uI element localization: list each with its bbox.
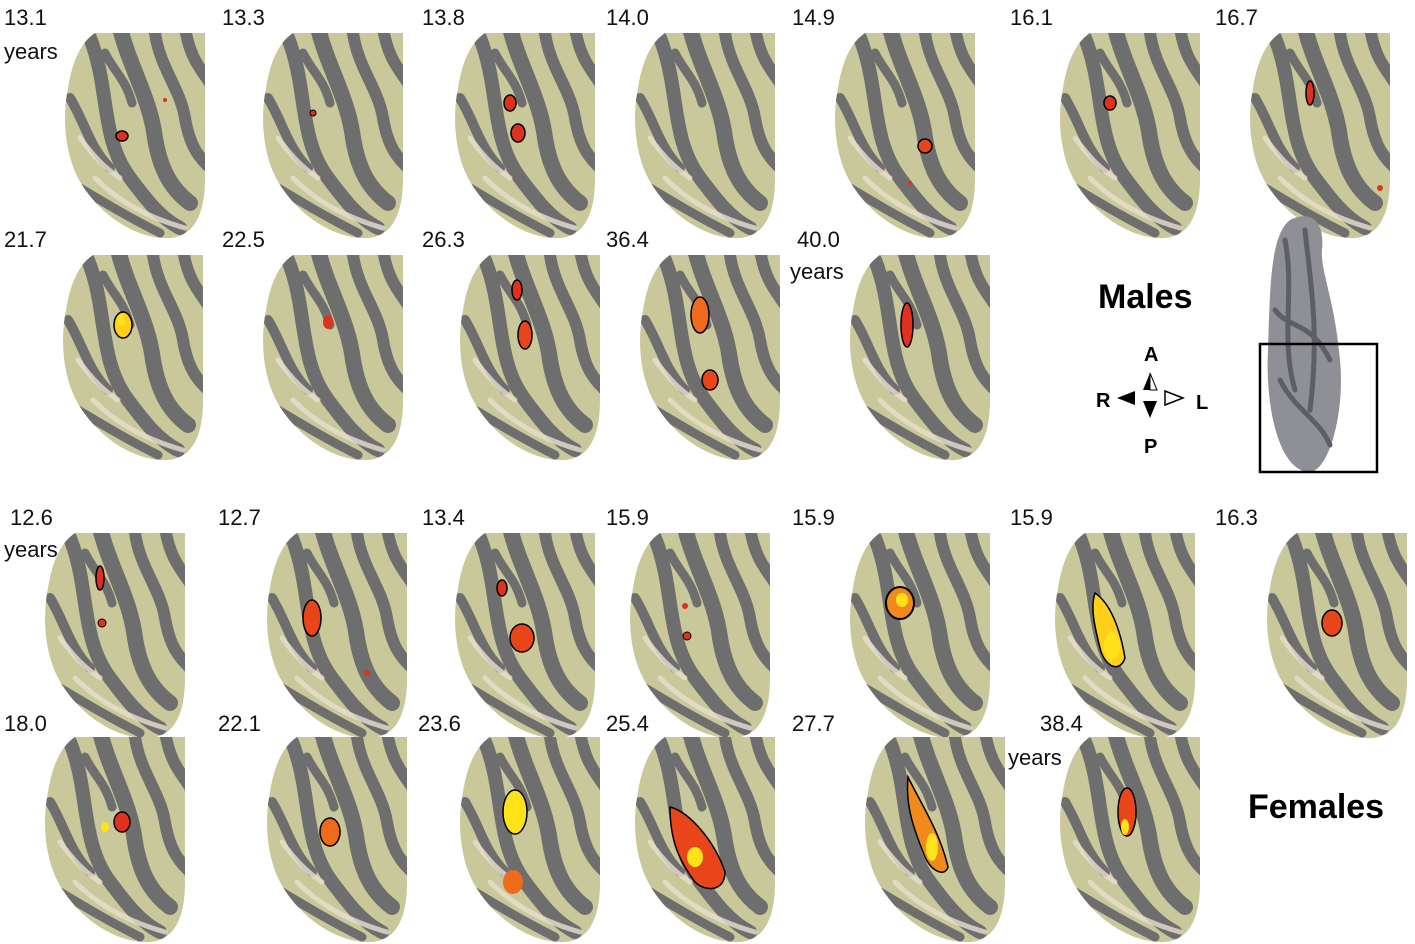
age-label: 25.4 (606, 711, 649, 736)
brain-panel (1055, 28, 1205, 240)
anterior-label: A (1144, 344, 1159, 366)
brain-panel (845, 528, 995, 740)
brain-panel (455, 250, 605, 462)
age-label: 15.9 (792, 505, 835, 530)
brain-panel (262, 528, 412, 740)
brain-panel (258, 28, 408, 240)
brain-panel (860, 732, 1010, 944)
left-label: L (1196, 392, 1209, 414)
brain-panel (58, 250, 208, 462)
posterior-label: P (1144, 436, 1158, 458)
brain-panel (1262, 528, 1412, 740)
brain-panel (455, 732, 605, 944)
age-unit-label: years (4, 39, 58, 64)
orientation-compass: A P R L (1090, 340, 1230, 460)
brain-panel (630, 28, 780, 240)
group-label-males: Males (1098, 278, 1193, 316)
right-label: R (1096, 390, 1111, 412)
age-label: 18.0 (4, 711, 47, 736)
brain-panel (40, 732, 190, 944)
age-unit-label: years (790, 259, 844, 284)
age-label: 26.3 (422, 227, 465, 252)
age-label: 36.4 (606, 227, 649, 252)
age-label: 16.7 (1215, 5, 1258, 30)
age-label: 40.0 (797, 227, 840, 252)
age-label: 27.7 (792, 711, 835, 736)
age-label: 12.7 (218, 505, 261, 530)
brain-panel (262, 732, 412, 944)
age-unit-label: years (1008, 745, 1062, 770)
age-label: 16.1 (1010, 5, 1053, 30)
brain-panel (450, 528, 600, 740)
brain-panel (635, 250, 785, 462)
age-label: 16.3 (1215, 505, 1258, 530)
brain-panel (1050, 528, 1200, 740)
age-label: 38.4 (1040, 711, 1083, 736)
brain-panel (625, 528, 775, 740)
brain-panel (60, 28, 210, 240)
age-label: 23.6 (418, 711, 461, 736)
brain-panel (630, 732, 780, 944)
age-label: 21.7 (4, 227, 47, 252)
brain-panel (40, 528, 190, 740)
whole-brain-inset (1250, 210, 1380, 475)
orientation-arrows-icon (1117, 372, 1186, 418)
age-label: 22.5 (222, 227, 265, 252)
age-label: 15.9 (1010, 505, 1053, 530)
age-label: 13.8 (422, 5, 465, 30)
age-label: 13.3 (222, 5, 265, 30)
age-label: 13.4 (422, 505, 465, 530)
age-label: 13.1 (4, 5, 47, 30)
age-label: 14.9 (792, 5, 835, 30)
brain-panel (450, 28, 600, 240)
group-label-females: Females (1248, 788, 1385, 826)
age-unit-label: years (4, 537, 58, 562)
brain-panel (1245, 28, 1395, 240)
brain-panel (1055, 732, 1205, 944)
age-label: 12.6 (10, 505, 53, 530)
brain-panel (845, 250, 995, 462)
brain-panel (258, 250, 408, 462)
brain-panel (830, 28, 980, 240)
age-label: 14.0 (606, 5, 649, 30)
age-label: 15.9 (606, 505, 649, 530)
age-label: 22.1 (218, 711, 261, 736)
